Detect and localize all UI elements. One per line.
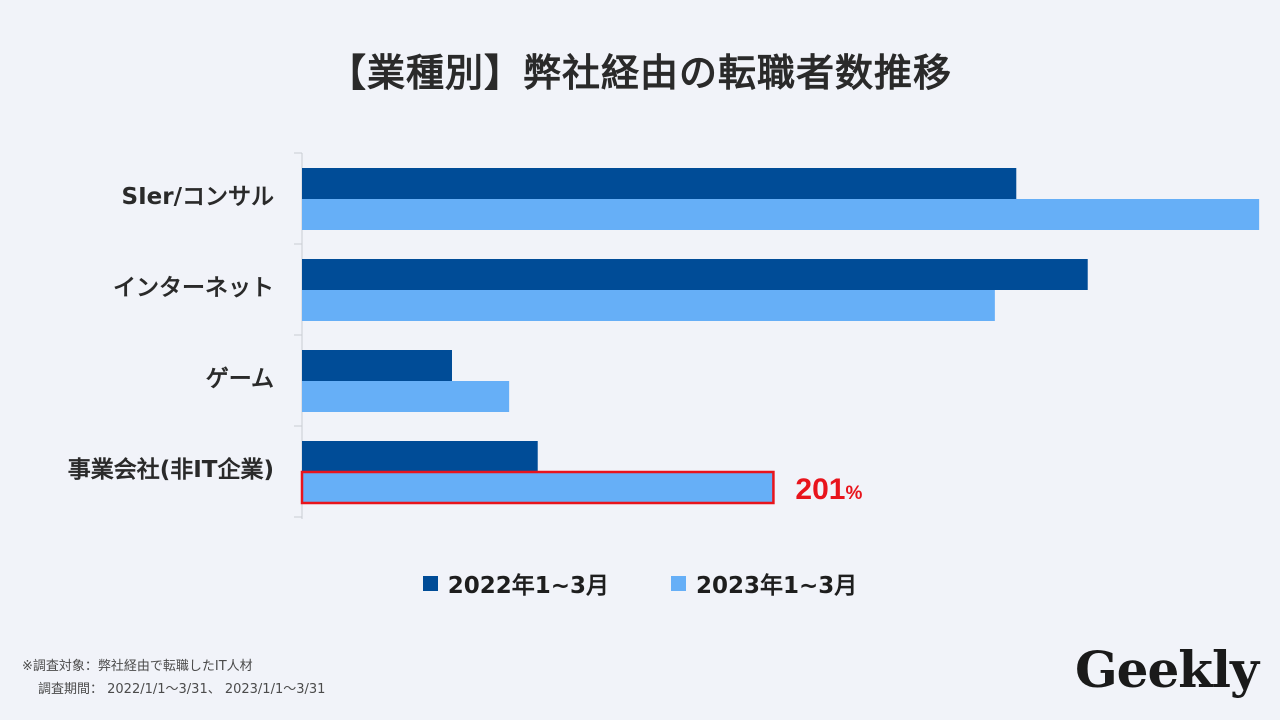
legend-label-2022: 2022年1~3月 xyxy=(447,573,609,599)
bar-2023 xyxy=(302,381,510,412)
footnote-target: ※調査対象：弊社経由で転職したIT人材 xyxy=(22,659,253,674)
bar-2022 xyxy=(302,259,1088,290)
legend: 2022年1~3月 2023年1~3月 xyxy=(0,566,1280,600)
footnote: ※調査対象：弊社経由で転職したIT人材 調査期間： 2022/1/1〜3/31、… xyxy=(22,655,325,701)
geekly-logo: Geekly xyxy=(1074,640,1259,699)
chart-title: 【業種別】弊社経由の転職者数推移 xyxy=(327,51,952,95)
legend-item-2023: 2023年1~3月 xyxy=(671,566,857,600)
footnote-period: 調査期間： 2022/1/1〜3/31、 2023/1/1〜3/31 xyxy=(38,682,326,697)
category-label: ゲーム xyxy=(206,366,274,392)
bar-2023 xyxy=(302,199,1260,230)
legend-swatch-2023 xyxy=(671,575,686,591)
legend-swatch-2022 xyxy=(422,575,438,591)
category-label: SIer/コンサル xyxy=(122,184,274,210)
bar-2022 xyxy=(302,350,452,381)
bar-2023 xyxy=(302,472,774,503)
bar-2023 xyxy=(302,290,995,321)
category-label: インターネット xyxy=(113,275,274,301)
legend-label-2023: 2023年1~3月 xyxy=(696,573,858,599)
annotation-value: 201% xyxy=(795,473,862,506)
bar-2022 xyxy=(302,168,1017,199)
highlight-box xyxy=(300,470,775,505)
bar-2022 xyxy=(302,441,538,472)
legend-item-2022: 2022年1~3月 xyxy=(422,566,609,600)
category-label: 事業会社(非IT企業) xyxy=(68,456,274,483)
